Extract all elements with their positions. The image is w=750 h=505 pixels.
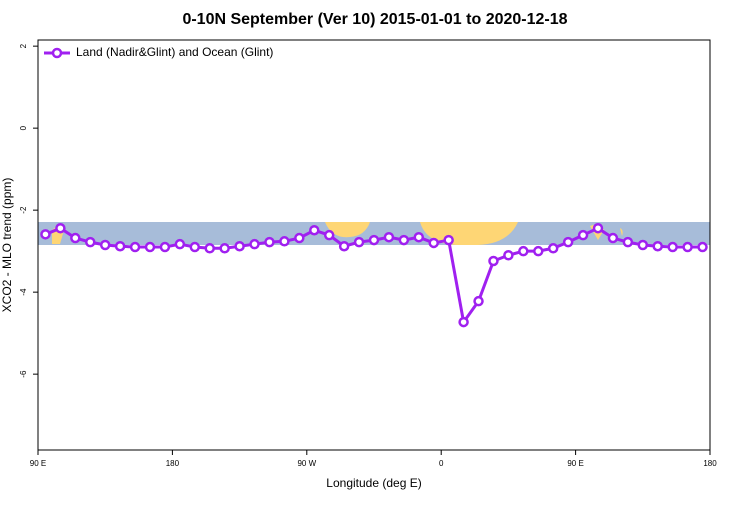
point <box>697 241 708 253</box>
point <box>174 238 186 250</box>
point <box>428 237 439 249</box>
map-strip <box>38 222 710 245</box>
point <box>294 232 305 244</box>
point <box>652 240 663 252</box>
point <box>518 245 529 257</box>
y-axis-label: XCO2 - MLO trend (ppm) <box>0 178 14 313</box>
point <box>70 232 81 244</box>
point <box>264 236 275 248</box>
point <box>458 316 469 328</box>
y-tick-label: -2 <box>19 206 28 214</box>
point <box>55 222 66 234</box>
point <box>682 241 693 253</box>
x-tick-label: 180 <box>703 459 717 468</box>
plot-frame <box>37 39 711 451</box>
point <box>488 255 499 267</box>
point <box>413 231 425 243</box>
point <box>114 240 126 252</box>
point <box>323 229 335 241</box>
legend-marker <box>51 47 63 59</box>
point <box>159 241 171 253</box>
point <box>533 245 544 257</box>
point <box>234 240 245 252</box>
point <box>398 234 410 246</box>
point <box>592 222 604 234</box>
point <box>204 243 215 254</box>
point <box>40 229 51 240</box>
y-tick-label: 2 <box>19 43 28 48</box>
point <box>622 236 634 248</box>
point <box>562 236 574 248</box>
point <box>547 243 559 254</box>
point <box>309 224 320 236</box>
point <box>353 236 365 248</box>
y-tick-label: 0 <box>19 125 28 130</box>
point <box>503 250 514 261</box>
point <box>99 239 111 251</box>
legend-label: Land (Nadir&Glint) and Ocean (Glint) <box>76 45 273 59</box>
point <box>473 295 484 307</box>
x-tick-label: 90 E <box>30 459 46 468</box>
y-tick-label: -4 <box>19 288 28 296</box>
point <box>129 241 141 253</box>
point <box>607 232 619 244</box>
point <box>577 229 589 241</box>
x-tick-label: 90 W <box>297 459 316 468</box>
point <box>637 239 649 251</box>
point <box>443 234 454 246</box>
point <box>279 236 290 247</box>
point <box>189 241 201 253</box>
x-tick-label: 90 E <box>567 459 583 468</box>
point <box>249 238 260 250</box>
x-tick-label: 0 <box>439 459 444 468</box>
y-tick-label: -6 <box>19 370 28 378</box>
x-tick-label: 180 <box>166 459 180 468</box>
point <box>383 231 395 243</box>
chart-title: 0-10N September (Ver 10) 2015-01-01 to 2… <box>182 11 567 28</box>
point <box>144 241 156 253</box>
point <box>368 234 380 246</box>
x-axis-label: Longitude (deg E) <box>326 476 421 490</box>
point <box>85 236 96 248</box>
point <box>667 241 678 253</box>
point <box>219 243 230 254</box>
point <box>338 240 350 252</box>
